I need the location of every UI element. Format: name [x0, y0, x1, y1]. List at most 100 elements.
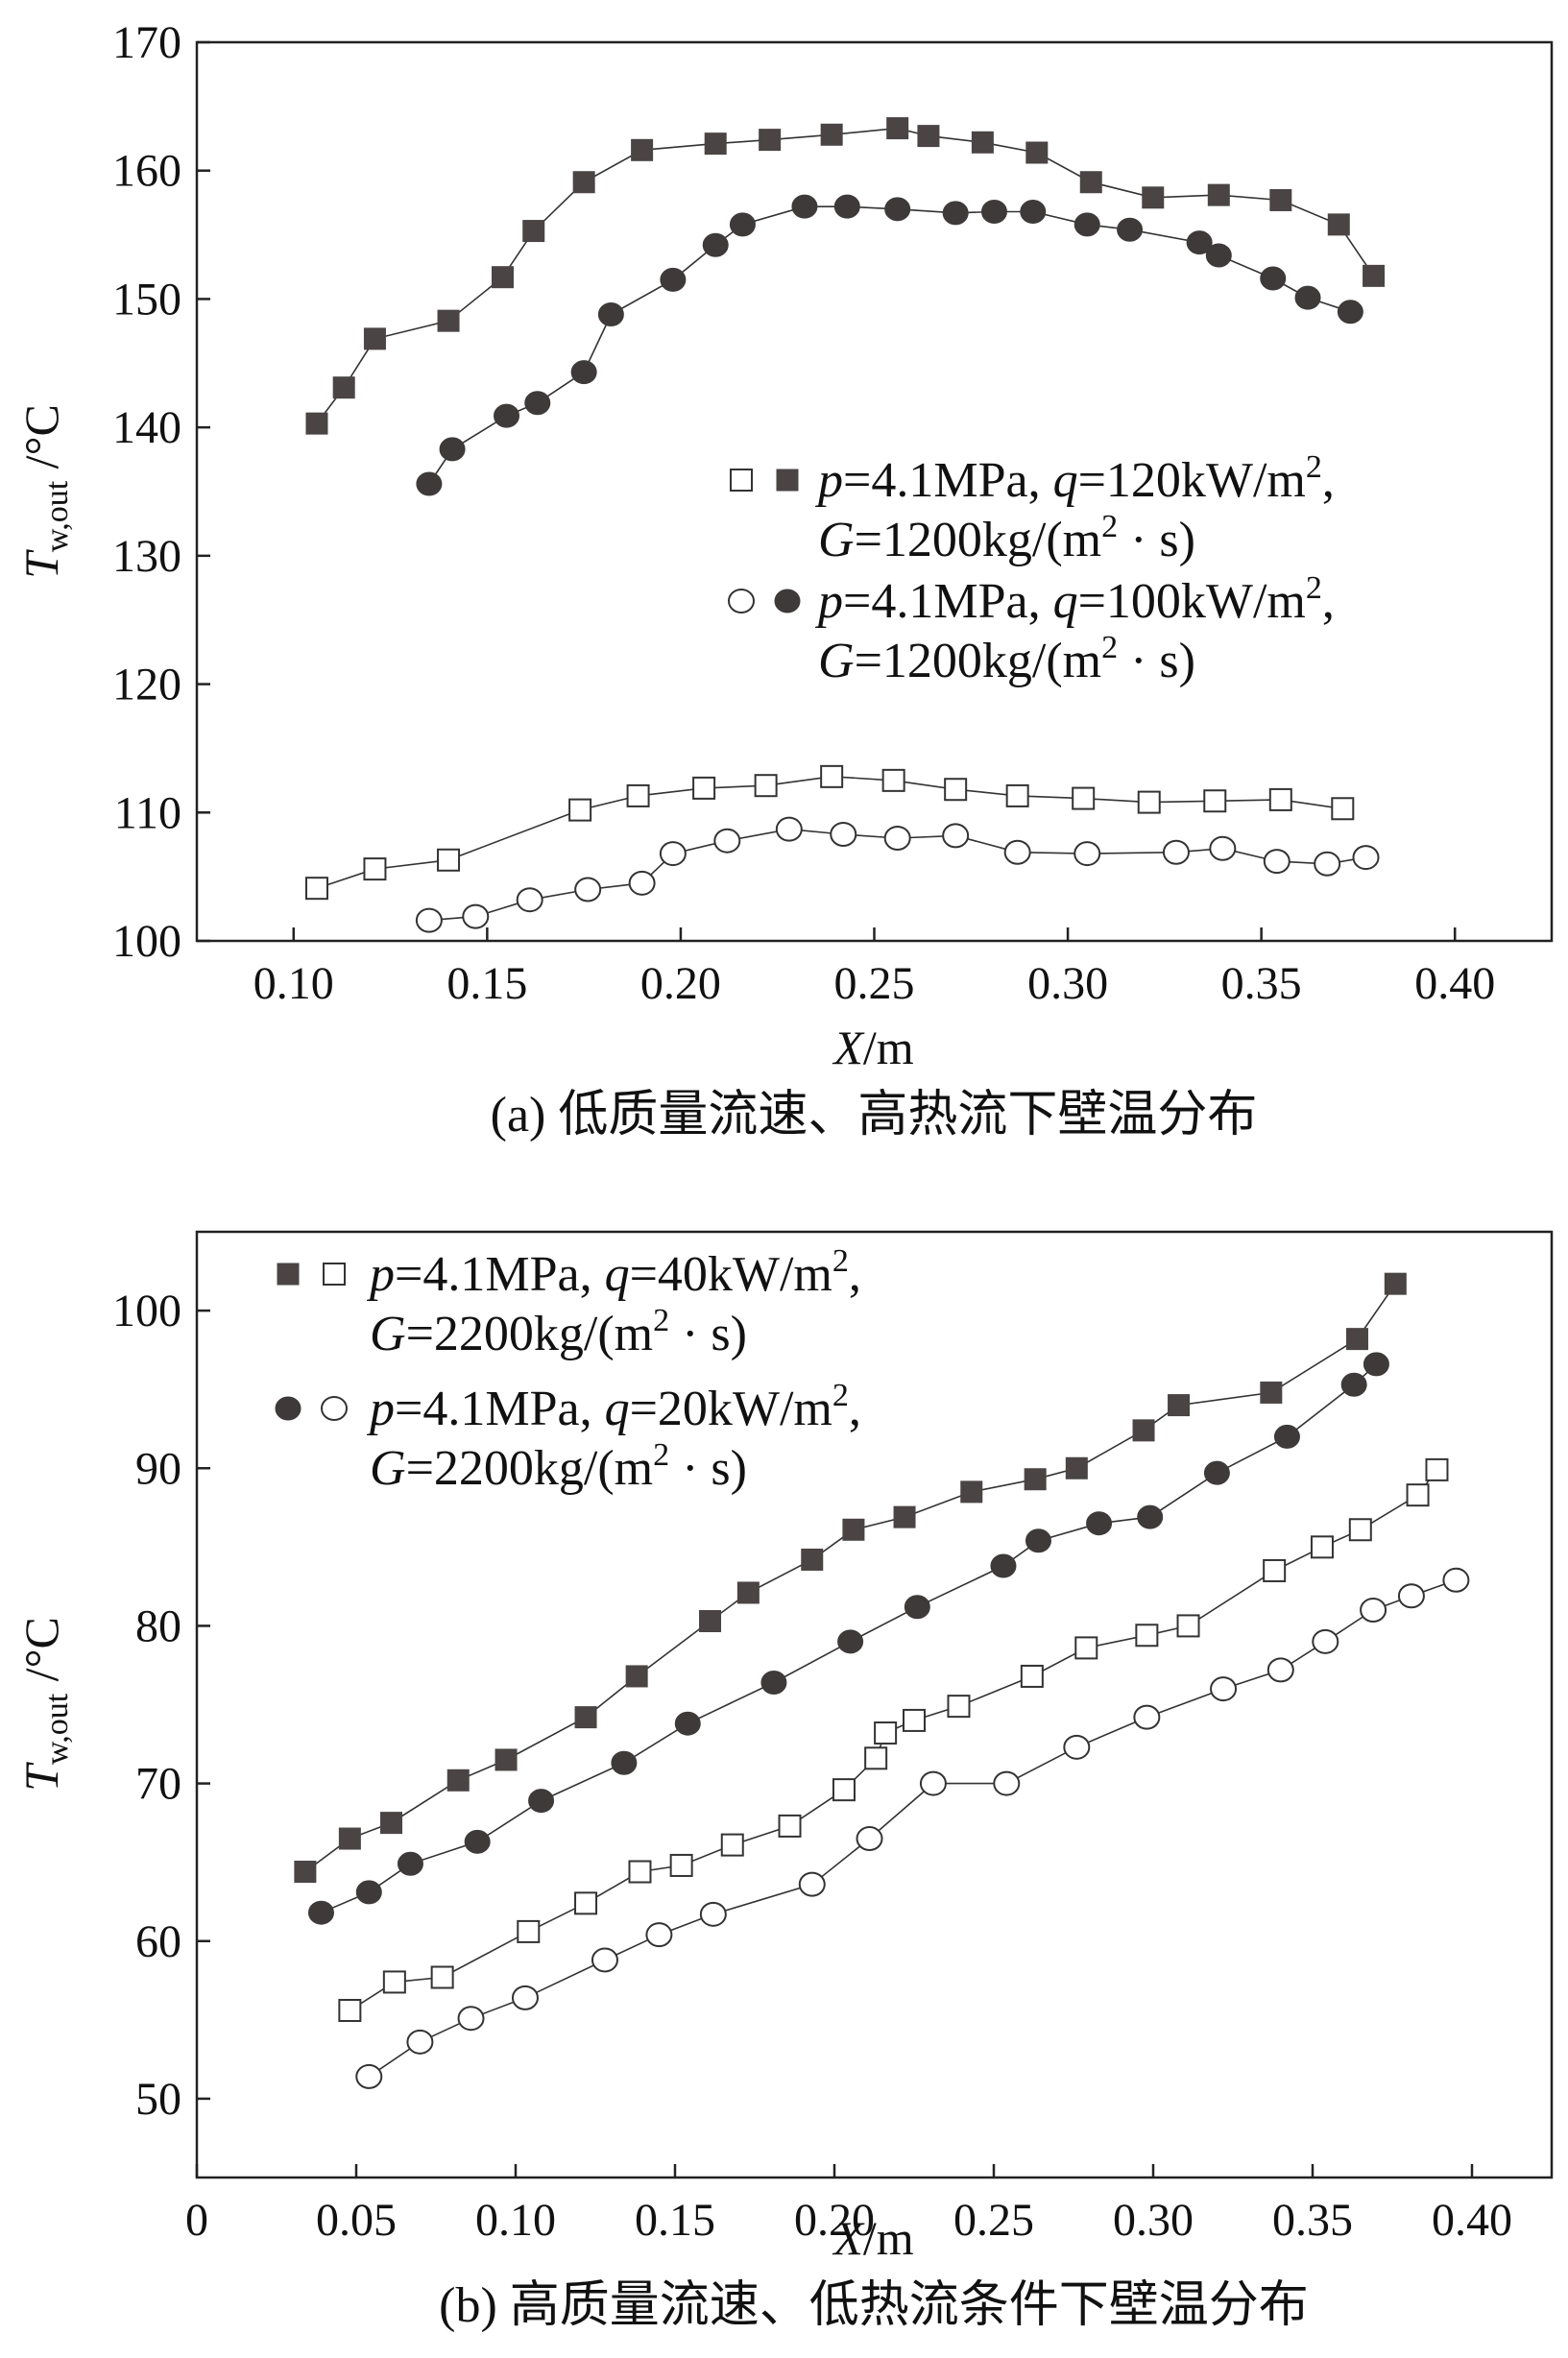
x-tick-label: 0.10 [475, 2195, 556, 2246]
data-point [1137, 790, 1161, 814]
data-point [1025, 141, 1049, 164]
data-point [1135, 1624, 1159, 1648]
data-point [1210, 1676, 1238, 1702]
data-point [917, 125, 940, 148]
data-point [625, 1665, 648, 1688]
data-point [464, 1829, 491, 1854]
series-line [316, 775, 1343, 889]
x-tick-label: 0.15 [446, 958, 527, 1009]
data-point [883, 826, 911, 852]
y-tick-label: 50 [135, 2074, 181, 2125]
data-point [446, 1768, 470, 1792]
caption-b: (b) 高质量流速、低热流条件下壁温分布 [439, 2278, 1309, 2333]
y-tick-label: 110 [114, 787, 181, 838]
data-point [1266, 1657, 1294, 1683]
data-point [1310, 1535, 1334, 1559]
y-tick-label: 90 [135, 1443, 181, 1494]
data-point [1086, 1511, 1113, 1536]
data-point [699, 1609, 722, 1632]
axis-ticks-a: 0.10 0.15 0.20 0.25 0.30 0.35 0.40 100 110 120 130… [112, 17, 1495, 1009]
legend-marker [774, 589, 801, 614]
legend-label-line1: p=4.1MPa, q=20kW/m2, [366, 1378, 861, 1436]
data-point [332, 376, 355, 399]
legend-label-line2: G=1200kg/(m2 · s) [818, 509, 1195, 567]
data-point [1425, 1457, 1449, 1481]
x-tick-label: 0.40 [1432, 2195, 1512, 2246]
data-point [1133, 1704, 1161, 1730]
y-tick-label: 70 [135, 1759, 181, 1810]
data-point [1260, 266, 1287, 291]
data-point [363, 857, 387, 881]
data-point [355, 1880, 382, 1905]
legend-entry: p=4.1MPa, q=20kW/m2,G=2200kg/(m2 · s) [275, 1378, 861, 1496]
data-point [1363, 1352, 1389, 1377]
data-point [856, 1826, 883, 1852]
data-point [338, 1827, 361, 1850]
data-point [1065, 1456, 1088, 1480]
data-point [1294, 285, 1321, 310]
x-tick-label: 0.25 [834, 958, 915, 1009]
data-point [669, 1853, 693, 1877]
x-tick-label: 0.35 [1272, 2195, 1353, 2246]
data-point [798, 1871, 826, 1897]
legend-marker [277, 1263, 300, 1286]
data-point [462, 903, 490, 929]
data-point [801, 1548, 824, 1571]
x-tick-label: 0.35 [1221, 958, 1302, 1009]
legend-entry: p=4.1MPa, q=40kW/m2,G=2200kg/(m2 · s) [277, 1243, 861, 1361]
data-point [294, 1861, 317, 1884]
data-point [338, 1998, 362, 2022]
series-square-open [304, 764, 1355, 901]
data-point [1072, 786, 1096, 810]
y-tick-label: 140 [112, 402, 181, 453]
data-point [645, 1922, 673, 1948]
data-point [355, 2063, 383, 2089]
legend-marker [776, 469, 799, 492]
data-point [1263, 1558, 1287, 1582]
data-point [960, 1480, 983, 1504]
data-point [1186, 230, 1213, 255]
plot-frame-b [195, 1230, 1554, 2179]
data-point [597, 301, 624, 326]
legend-marker [321, 1396, 348, 1421]
series-square-filled [294, 1272, 1407, 1884]
axis-ticks-b: 0 0.05 0.10 0.15 0.20 0.25 0.30 0.35 0.40 50 60 70 8… [112, 1286, 1512, 2246]
data-point [491, 266, 514, 289]
data-point [833, 194, 860, 219]
data-point [1024, 1468, 1047, 1491]
y-tick-label: 100 [112, 916, 181, 967]
y-tick-label: 170 [112, 17, 181, 68]
data-point [702, 232, 729, 257]
data-point [1348, 1518, 1372, 1542]
data-point [942, 201, 969, 226]
data-point [893, 1505, 916, 1528]
data-point [729, 212, 756, 237]
legend-marker [728, 589, 755, 614]
data-point [791, 194, 818, 219]
data-point [406, 2029, 434, 2055]
series-square-filled [305, 117, 1386, 435]
x-axis-label-a: X/m [832, 1021, 913, 1074]
data-point [736, 1581, 760, 1604]
data-point [1137, 1504, 1164, 1529]
y-tick-label: 120 [112, 660, 181, 710]
data-point [1263, 849, 1291, 875]
series-circle-open [415, 816, 1380, 933]
data-point [628, 870, 656, 896]
data-point [574, 1706, 597, 1729]
data-point [572, 171, 595, 194]
data-point [674, 1711, 701, 1736]
series-square-open [338, 1457, 1449, 2022]
data-point [837, 1629, 864, 1654]
data-point [874, 1721, 898, 1745]
data-point [611, 1750, 638, 1775]
y-tick-label: 130 [112, 531, 181, 582]
x-tick-label: 0.40 [1414, 958, 1495, 1009]
data-point [993, 1770, 1021, 1796]
data-point [659, 841, 687, 867]
data-point [980, 200, 1007, 225]
data-point [528, 1789, 555, 1814]
data-point [1442, 1567, 1470, 1593]
data-point [864, 1746, 888, 1770]
data-point [524, 391, 551, 416]
